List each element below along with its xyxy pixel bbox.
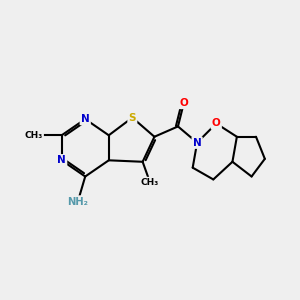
Text: NH₂: NH₂	[68, 196, 88, 206]
Text: O: O	[179, 98, 188, 108]
Text: N: N	[57, 155, 66, 165]
Text: CH₃: CH₃	[141, 178, 159, 187]
Text: CH₃: CH₃	[25, 131, 43, 140]
Text: S: S	[129, 112, 136, 123]
Text: O: O	[212, 118, 220, 128]
Text: N: N	[193, 138, 202, 148]
Text: N: N	[81, 114, 90, 124]
